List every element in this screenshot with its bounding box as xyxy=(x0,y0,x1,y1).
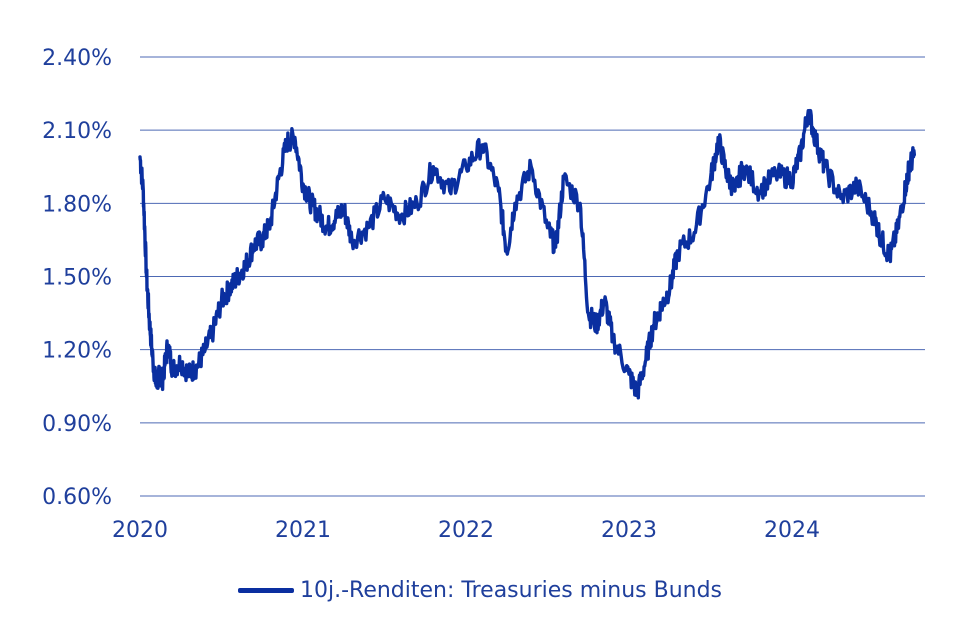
x-axis-ticks: 2020 2021 2022 2023 2024 xyxy=(112,518,820,543)
y-tick-label: 0.60% xyxy=(42,485,112,510)
legend-swatch xyxy=(237,587,294,593)
series-line xyxy=(138,108,916,400)
x-tick-label: 2024 xyxy=(764,518,820,543)
y-tick-label: 1.50% xyxy=(42,266,112,291)
y-axis-ticks: 2.40% 2.10% 1.80% 1.50% 1.20% 0.90% 0.60% xyxy=(42,46,112,510)
x-tick-label: 2020 xyxy=(112,518,168,543)
x-tick-label: 2023 xyxy=(601,518,657,543)
x-tick-label: 2021 xyxy=(275,518,331,543)
y-tick-label: 0.90% xyxy=(42,412,112,437)
series-layer xyxy=(138,108,916,400)
legend-label: 10j.-Renditen: Treasuries minus Bunds xyxy=(299,577,723,603)
line-chart: 2.40% 2.10% 1.80% 1.50% 1.20% 0.90% 0.60% 2020… xyxy=(42,46,925,543)
y-tick-label: 2.10% xyxy=(42,119,112,144)
legend: 10j.-Renditen: Treasuries minus Bunds xyxy=(0,570,960,610)
y-tick-label: 1.20% xyxy=(42,339,112,364)
y-tick-label: 1.80% xyxy=(42,192,112,217)
x-tick-label: 2022 xyxy=(438,518,494,543)
y-tick-label: 2.40% xyxy=(42,46,112,71)
